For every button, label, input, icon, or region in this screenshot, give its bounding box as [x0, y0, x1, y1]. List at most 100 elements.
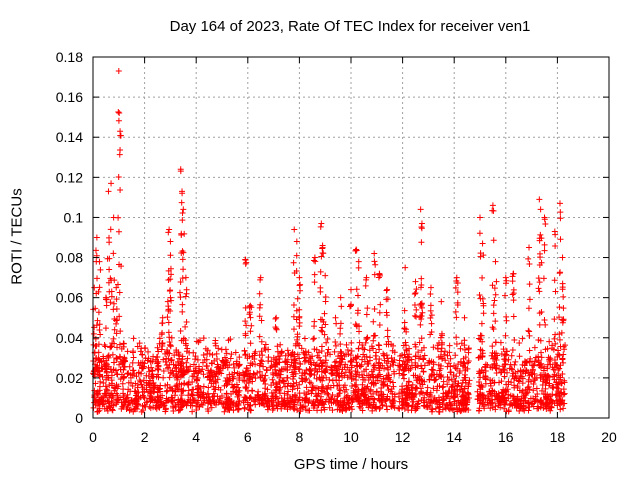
data-point	[135, 389, 142, 396]
data-point	[480, 310, 487, 317]
data-point	[551, 371, 558, 378]
data-point	[324, 363, 331, 370]
data-point	[376, 397, 383, 404]
data-point	[344, 347, 351, 354]
y-tick-label: 0.12	[56, 169, 83, 185]
data-point	[556, 336, 563, 343]
data-point	[146, 368, 153, 375]
data-point	[162, 408, 169, 415]
data-point	[557, 406, 564, 413]
data-point	[226, 362, 233, 369]
data-point	[560, 305, 567, 312]
data-point	[189, 386, 196, 393]
data-point	[313, 393, 320, 400]
data-point	[362, 391, 369, 398]
data-point	[375, 341, 382, 348]
data-point	[334, 382, 341, 389]
data-point	[230, 373, 237, 380]
data-point	[223, 394, 230, 401]
data-point	[209, 393, 216, 400]
data-point	[428, 373, 435, 380]
data-point	[480, 396, 487, 403]
data-point	[520, 398, 527, 405]
data-point	[227, 375, 233, 382]
data-point	[187, 402, 194, 409]
data-point	[496, 366, 503, 373]
data-point	[516, 396, 523, 403]
data-point	[177, 294, 184, 301]
data-point	[513, 405, 520, 412]
data-point	[498, 378, 505, 385]
data-point	[125, 386, 132, 393]
data-point	[461, 360, 468, 367]
data-point	[150, 385, 157, 392]
data-point	[325, 346, 332, 353]
data-point	[438, 341, 445, 348]
data-point	[453, 274, 460, 281]
data-point	[99, 393, 106, 400]
data-point	[538, 235, 545, 242]
data-point	[221, 354, 228, 361]
data-point	[111, 326, 118, 333]
data-point	[324, 349, 331, 356]
data-point	[361, 392, 368, 399]
data-point	[108, 293, 115, 300]
data-point	[107, 299, 114, 306]
data-point	[337, 330, 344, 337]
data-point	[242, 352, 249, 359]
data-point	[316, 374, 323, 381]
data-point	[288, 359, 295, 366]
data-point	[148, 364, 155, 371]
data-point	[348, 286, 354, 293]
data-point	[457, 408, 464, 415]
data-point	[94, 369, 101, 376]
data-point	[164, 314, 171, 321]
data-point	[168, 385, 175, 392]
data-point	[377, 388, 384, 395]
data-point	[290, 301, 297, 308]
data-point	[409, 386, 416, 393]
data-point	[416, 373, 423, 380]
data-point	[256, 362, 263, 369]
data-point	[120, 357, 127, 364]
data-point	[175, 401, 182, 408]
data-point	[562, 342, 569, 349]
data-point	[384, 393, 391, 400]
data-point	[170, 361, 177, 368]
x-tick-label: 12	[395, 429, 411, 445]
data-point	[129, 359, 136, 366]
data-point	[479, 274, 486, 281]
data-point	[235, 392, 242, 399]
data-point	[516, 378, 523, 385]
data-point	[182, 323, 189, 330]
data-point	[176, 289, 183, 296]
data-point	[373, 349, 380, 356]
data-point	[305, 349, 312, 356]
data-point	[556, 314, 563, 321]
data-point	[427, 307, 434, 314]
data-point	[152, 404, 159, 411]
data-point	[489, 396, 496, 403]
data-point	[451, 400, 458, 407]
data-point	[476, 291, 483, 298]
data-point	[418, 275, 425, 282]
data-point	[435, 354, 442, 361]
data-point	[502, 280, 509, 287]
data-point	[243, 377, 250, 384]
x-tick-label: 10	[343, 429, 359, 445]
data-point	[247, 314, 254, 321]
data-point	[341, 388, 348, 395]
data-point	[284, 383, 291, 390]
data-point	[178, 392, 185, 399]
data-point	[454, 383, 461, 390]
data-point	[113, 284, 120, 291]
data-point	[346, 404, 353, 411]
data-point	[538, 309, 545, 316]
data-point	[261, 377, 268, 384]
data-point	[272, 356, 279, 363]
data-point	[165, 364, 172, 371]
data-point	[526, 260, 533, 267]
data-point	[554, 388, 561, 395]
data-point	[474, 396, 481, 403]
data-point	[404, 395, 411, 402]
